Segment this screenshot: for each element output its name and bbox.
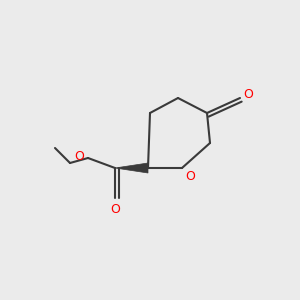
Text: O: O xyxy=(74,151,84,164)
Text: O: O xyxy=(185,170,195,183)
Polygon shape xyxy=(115,163,148,173)
Text: O: O xyxy=(243,88,253,101)
Text: O: O xyxy=(110,203,120,216)
